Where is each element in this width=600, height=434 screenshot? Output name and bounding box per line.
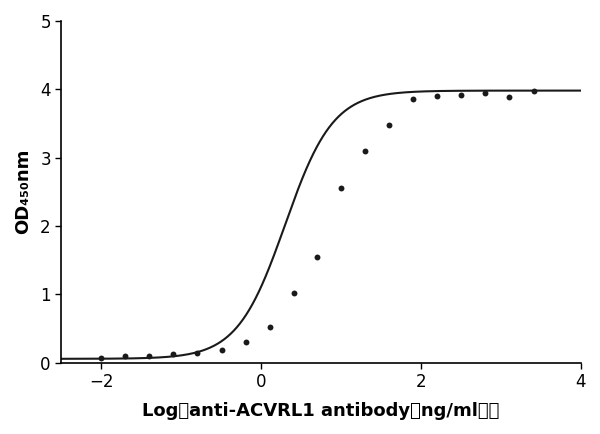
Point <box>241 339 250 345</box>
Point <box>336 185 346 192</box>
Point <box>289 289 299 296</box>
Point <box>169 351 178 358</box>
Point <box>481 89 490 96</box>
Point <box>265 324 274 331</box>
Point <box>361 147 370 154</box>
Point <box>312 253 322 260</box>
Point <box>217 346 226 353</box>
Point <box>409 96 418 103</box>
Point <box>457 91 466 98</box>
Point <box>121 353 130 360</box>
Point <box>385 121 394 128</box>
Point <box>145 352 154 359</box>
Y-axis label: OD₄₅₀nm: OD₄₅₀nm <box>14 149 32 234</box>
Point <box>505 94 514 101</box>
X-axis label: Log（anti-ACVRL1 antibody（ng/ml））: Log（anti-ACVRL1 antibody（ng/ml）） <box>142 402 500 420</box>
Point <box>193 349 202 356</box>
Point <box>433 92 442 99</box>
Point <box>97 354 106 361</box>
Point <box>529 88 538 95</box>
